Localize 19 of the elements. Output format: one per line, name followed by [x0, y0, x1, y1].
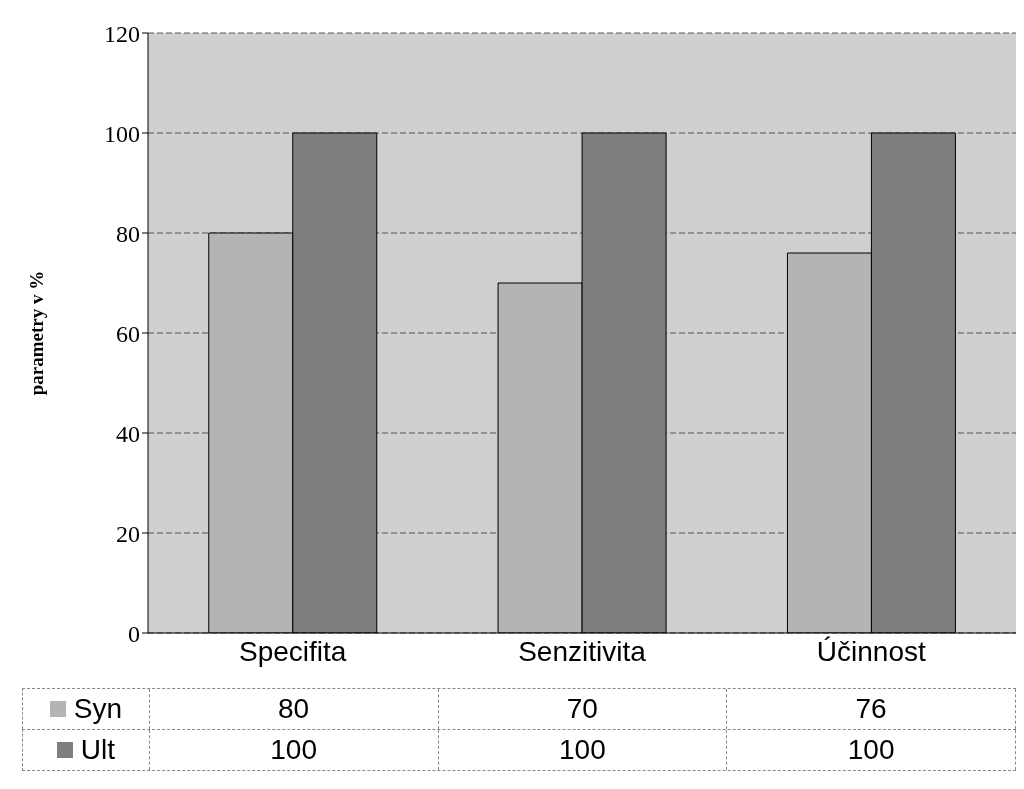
- data-label: 100: [438, 730, 728, 770]
- y-tick-label: 120: [104, 20, 140, 47]
- legend-label: Syn: [73, 692, 122, 726]
- y-tick-label: 20: [116, 520, 140, 547]
- y-tick-label: 0: [128, 620, 140, 647]
- data-label: 100: [727, 730, 1016, 770]
- x-tick-label: Specifita: [238, 635, 347, 667]
- data-label: 76: [727, 689, 1016, 729]
- x-tick-label: Účinnost: [816, 635, 927, 667]
- y-axis-title: parametry v %: [25, 270, 47, 396]
- y-tick-label: 80: [116, 220, 140, 247]
- data-label: 100: [149, 730, 439, 770]
- y-tick-label: 40: [116, 420, 140, 447]
- legend-label: Ult: [80, 733, 115, 767]
- data-label: 80: [149, 689, 439, 729]
- y-tick-label: 100: [104, 120, 140, 147]
- data-label: 70: [438, 689, 728, 729]
- x-tick-label: Senzitivita: [518, 635, 647, 667]
- y-tick-label: 60: [116, 320, 140, 347]
